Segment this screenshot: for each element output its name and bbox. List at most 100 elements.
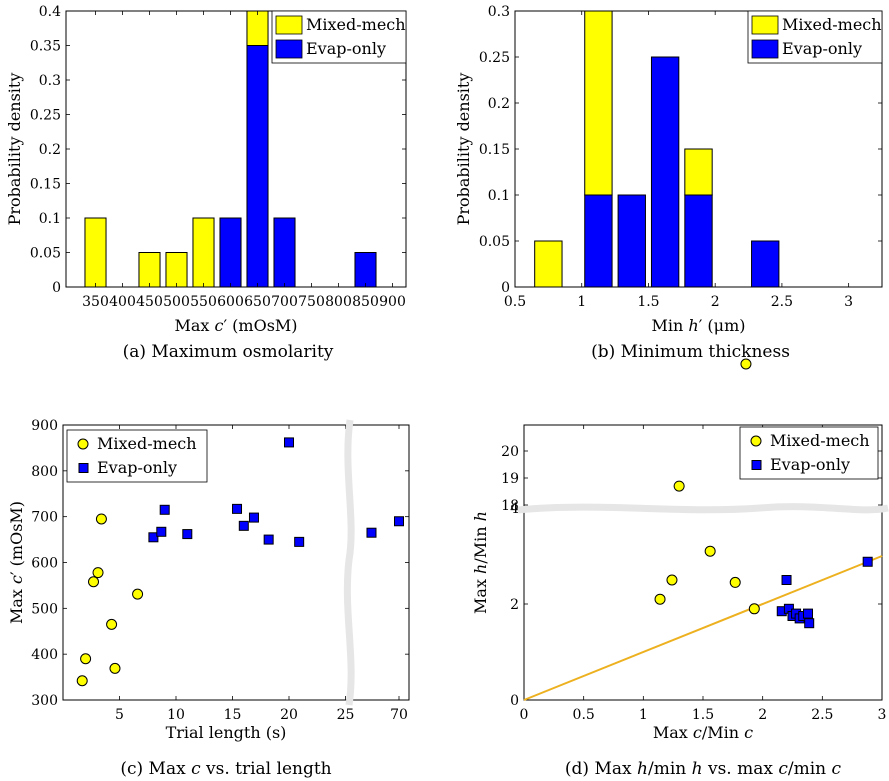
point-evap-only [159,504,170,515]
x-tick-label: 1.5 [637,294,659,310]
y-tick-label: 0 [52,280,61,296]
x-tick-label: 2.5 [811,707,833,723]
y-tick-label: 19 [501,471,519,487]
y-axis-label: Max h/Min h [471,511,490,614]
point-evap-only [263,534,274,545]
x-axis-label: Trial length (s) [166,723,287,742]
y-tick-label: 0.1 [39,211,61,227]
caption-a: (a) Maximum osmolarity [123,342,334,362]
x-tick-label: 2 [758,707,767,723]
y-tick-label: 0.2 [488,96,510,112]
plot-frame [523,424,883,701]
x-tick-label: 20 [280,707,298,723]
y-tick-label: 0 [510,693,519,709]
y-tick-label: 18 [501,498,519,514]
x-tick-label: 10 [167,707,185,723]
y-tick-label: 0.05 [479,234,510,250]
bar-mixed-mech-1.125 [584,10,613,196]
y-axis-label: Max c′ (mOsM) [7,501,26,624]
legend-box [739,426,879,480]
caption-c: (c) Max c vs. trial length [120,759,331,779]
point-evap-only [366,527,377,538]
y-tick-label: 0.15 [30,177,61,193]
legend-label: Evap-only [782,39,862,58]
x-tick-label: 25 [337,707,355,723]
legend-swatch-mixed-mech [751,15,779,35]
chart-c: 300 400 500 600 700 800 900 5 10 15 20 25 70 (c) Max … [31,418,410,779]
bar-evap-only-650 [246,45,269,288]
bar-evap-only-1.375 [617,194,646,288]
bar-mixed-mech-650 [246,10,269,46]
y-tick-label: 300 [31,693,58,709]
y-tick-label: 0.15 [479,142,510,158]
bar-evap-only-2.375 [751,240,780,288]
y-tick-label: 900 [31,418,58,434]
axis-break-band [517,503,889,514]
y-axis-label: Probability density [5,73,24,226]
bar-evap-only-1.125 [584,194,613,288]
legend-b: Mixed-mech Evap-only [747,10,883,64]
point-mixed-mech [106,618,118,630]
x-tick-label: 450 [136,294,163,310]
axis-break-band [343,419,355,706]
point-mixed-mech [740,358,752,370]
y-axis-label: Probability density [454,73,473,226]
x-tick-label: 0.5 [573,707,595,723]
legend-marker-square [78,463,89,473]
y-tick-label: 0.2 [39,142,61,158]
y-tick-label: 0.3 [39,73,61,89]
bar-mixed-mech-1.875 [684,148,713,196]
plot-frame [62,424,410,701]
bar-evap-only-1.875 [684,194,713,288]
legend-label: Mixed-mech [97,434,197,453]
bar-evap-only-850 [354,252,377,288]
x-tick-label: 500 [163,294,190,310]
point-mixed-mech [109,662,121,674]
legend-label: Evap-only [97,458,177,477]
x-tick-label: 650 [244,294,271,310]
legend-label: Mixed-mech [782,15,882,34]
x-tick-label: 350 [82,294,109,310]
x-axis-label: Max c′ (mOsM) [174,316,297,335]
point-evap-only [238,520,249,531]
legend-label: Mixed-mech [770,431,870,450]
y-tick-label: 500 [31,601,58,617]
legend-marker-square [751,460,762,470]
point-evap-only [862,556,873,567]
point-mixed-mech [748,603,760,615]
legend-a: Mixed-mech Evap-only [271,10,407,64]
x-tick-label: 400 [109,294,136,310]
legend-label: Evap-only [770,455,850,474]
point-mixed-mech [132,588,144,600]
bar-evap-only-1.625 [650,56,680,288]
y-tick-label: 0.3 [488,4,510,20]
legend-d: Mixed-mech Evap-only [739,426,879,480]
legend-label: Evap-only [306,39,386,58]
legend-box [66,429,208,483]
point-mixed-mech [76,675,88,687]
y-tick-label: 0.25 [30,108,61,124]
y-tick-label: 400 [31,647,58,663]
point-evap-only [803,608,814,619]
x-tick-label: 1 [639,707,648,723]
bar-mixed-mech-450 [138,252,161,288]
legend-label: Mixed-mech [306,15,406,34]
chart-b: 0 0.05 0.1 0.15 0.2 0.25 0.3 0.5 1 1.5 2 2.5 3 (b) Mi… [479,4,883,362]
legend-swatch-evap-only [275,39,303,59]
point-evap-only [804,618,815,629]
point-evap-only [182,529,193,540]
x-tick-label: 2 [711,294,720,310]
y-tick-label: 0.05 [30,246,61,262]
x-tick-label: 550 [190,294,217,310]
plot-frame [65,10,407,288]
point-evap-only [156,526,167,537]
x-tick-label: 15 [224,707,242,723]
chart-a: 0 0.05 0.1 0.15 0.2 0.25 0.3 0.35 0.4 350 400 450 50… [30,4,407,362]
y-tick-label: 600 [31,556,58,572]
caption-b: (b) Minimum thickness [591,342,790,362]
point-evap-only [148,532,159,543]
x-tick-label: 0.5 [504,294,526,310]
legend-swatch-evap-only [751,39,779,59]
legend-marker-circle [750,435,762,447]
